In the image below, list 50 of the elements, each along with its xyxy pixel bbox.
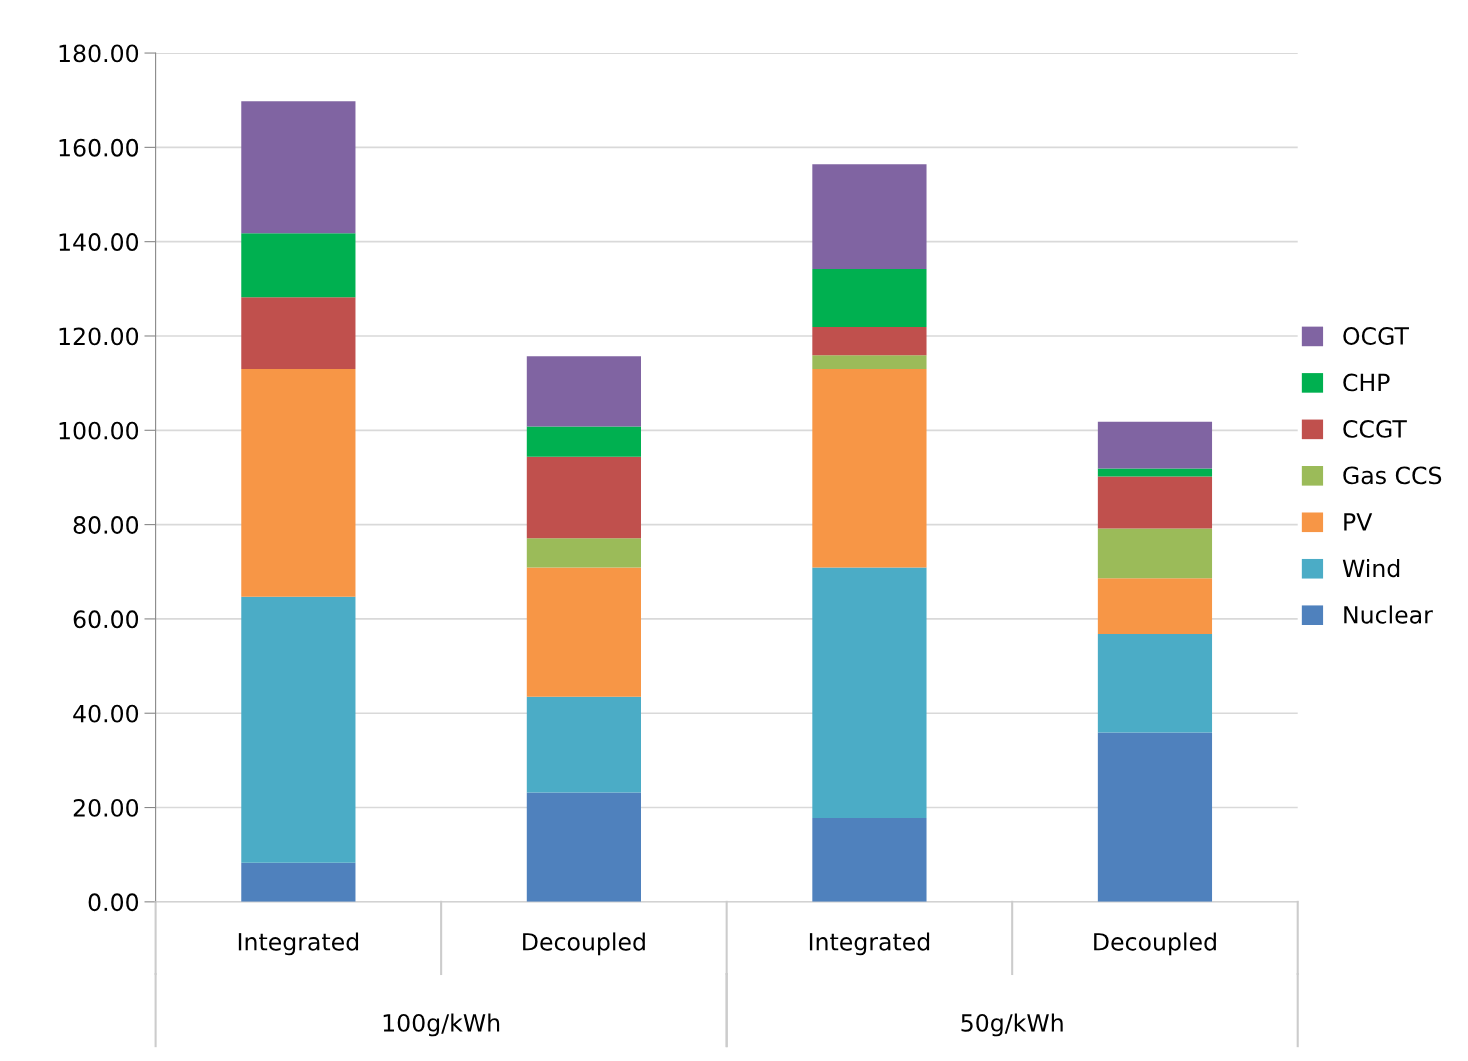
legend-label: Gas CCS xyxy=(1343,466,1442,485)
bar xyxy=(1097,634,1213,733)
bar xyxy=(812,817,927,902)
y-tick-label: 180.00 xyxy=(59,44,139,63)
text: 100g/kWh xyxy=(383,1013,500,1037)
bar xyxy=(526,538,641,568)
bar xyxy=(812,327,927,356)
bar xyxy=(812,164,927,270)
y-tick-label: 20.00 xyxy=(73,798,139,817)
legend-label: CHP xyxy=(1343,373,1390,392)
bar xyxy=(526,696,641,793)
y-tick-label: 140.00 xyxy=(59,233,139,251)
bar xyxy=(1097,578,1213,635)
y-tick-label: 60.00 xyxy=(73,610,139,629)
y-tick-label: 160.00 xyxy=(59,138,139,157)
bar xyxy=(241,596,356,863)
bar xyxy=(526,567,641,697)
y-tick-label: 80.00 xyxy=(73,516,139,534)
x-tick-label: Integrated xyxy=(238,932,359,956)
x-tick-label: Decoupled xyxy=(1094,932,1216,956)
bar xyxy=(1097,468,1213,477)
bar xyxy=(526,426,641,457)
legend-label: Nuclear xyxy=(1344,605,1433,624)
legend-label: CCGT xyxy=(1343,419,1407,438)
x-tick-label: Decoupled xyxy=(523,932,645,956)
y-tick-label: 40.00 xyxy=(73,704,139,723)
bar xyxy=(812,355,927,369)
text: 50g/kWh xyxy=(961,1013,1063,1037)
y-tick-label: 120.00 xyxy=(59,327,139,346)
bar xyxy=(526,792,641,902)
legend-label: OCGT xyxy=(1343,327,1409,345)
bar xyxy=(241,297,356,369)
legend-label: PV xyxy=(1344,513,1373,531)
bar xyxy=(241,368,356,597)
bar xyxy=(1097,421,1213,469)
bar xyxy=(241,101,356,234)
bar xyxy=(241,862,356,902)
bar xyxy=(241,233,356,298)
y-tick-label: 0.00 xyxy=(88,893,139,912)
bar xyxy=(526,456,641,539)
bar xyxy=(1097,732,1213,902)
bar xyxy=(526,356,641,427)
legend-label: Wind xyxy=(1342,558,1400,578)
bar xyxy=(812,269,927,328)
x-tick-label: Integrated xyxy=(809,932,930,956)
bar xyxy=(812,567,927,818)
bar xyxy=(1097,476,1213,529)
y-tick-label: 100.00 xyxy=(59,421,139,440)
bar xyxy=(812,368,927,568)
bar xyxy=(1097,528,1213,579)
